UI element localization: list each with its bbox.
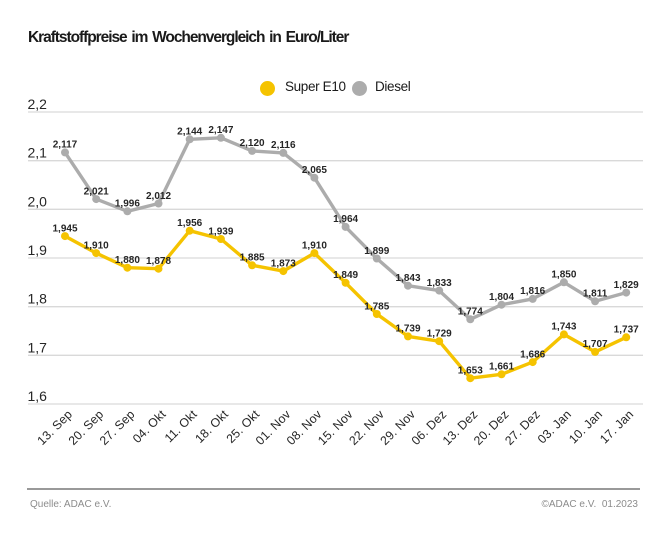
svg-text:2,120: 2,120	[240, 138, 265, 149]
svg-text:03. Jan: 03. Jan	[535, 407, 574, 446]
svg-text:1,885: 1,885	[240, 253, 265, 264]
svg-text:1,956: 1,956	[177, 218, 202, 229]
svg-text:1,707: 1,707	[583, 339, 608, 350]
svg-text:1,9: 1,9	[28, 242, 48, 258]
svg-text:10. Jan: 10. Jan	[566, 407, 605, 446]
svg-text:1,910: 1,910	[84, 240, 109, 251]
svg-text:1,785: 1,785	[364, 301, 389, 312]
svg-text:1,661: 1,661	[489, 362, 514, 373]
svg-text:1,816: 1,816	[520, 286, 545, 297]
svg-text:1,880: 1,880	[115, 255, 140, 266]
svg-text:1,774: 1,774	[458, 307, 483, 318]
svg-text:1,8: 1,8	[28, 291, 48, 307]
svg-text:1,873: 1,873	[271, 258, 296, 269]
svg-text:1,843: 1,843	[395, 273, 420, 284]
svg-text:2,0: 2,0	[28, 193, 48, 209]
svg-text:1,996: 1,996	[115, 199, 140, 210]
svg-text:2,021: 2,021	[84, 186, 109, 197]
svg-text:27. Dez: 27. Dez	[502, 407, 543, 448]
svg-text:04. Okt: 04. Okt	[130, 407, 169, 446]
svg-text:1,653: 1,653	[458, 366, 483, 377]
svg-text:2,065: 2,065	[302, 165, 327, 176]
svg-text:1,964: 1,964	[333, 214, 358, 225]
svg-text:1,945: 1,945	[52, 223, 77, 234]
svg-text:27. Sep: 27. Sep	[97, 407, 138, 448]
svg-text:1,910: 1,910	[302, 240, 327, 251]
svg-text:1,899: 1,899	[364, 246, 389, 257]
svg-text:1,729: 1,729	[427, 329, 452, 340]
svg-text:2,116: 2,116	[271, 140, 296, 151]
svg-text:1,878: 1,878	[146, 256, 171, 267]
svg-text:1,850: 1,850	[551, 270, 576, 281]
svg-text:2,147: 2,147	[208, 125, 233, 136]
svg-text:11. Okt: 11. Okt	[162, 407, 200, 445]
svg-text:2,144: 2,144	[177, 127, 202, 138]
svg-text:1,686: 1,686	[520, 349, 545, 360]
svg-text:1,743: 1,743	[551, 322, 576, 333]
svg-text:1,829: 1,829	[614, 280, 639, 291]
svg-text:1,7: 1,7	[28, 339, 48, 355]
svg-text:1,811: 1,811	[583, 289, 608, 300]
svg-text:18. Okt: 18. Okt	[192, 407, 231, 446]
svg-text:1,6: 1,6	[28, 388, 48, 404]
svg-text:1,739: 1,739	[395, 324, 420, 335]
svg-text:1,833: 1,833	[427, 278, 452, 289]
svg-text:2,2: 2,2	[28, 96, 48, 112]
svg-text:1,849: 1,849	[333, 270, 358, 281]
svg-text:1,804: 1,804	[489, 292, 514, 303]
svg-text:2,117: 2,117	[53, 140, 78, 151]
svg-text:1,737: 1,737	[614, 325, 639, 336]
svg-text:2,1: 2,1	[28, 145, 48, 161]
svg-text:17. Jan: 17. Jan	[597, 407, 636, 446]
svg-text:1,939: 1,939	[208, 226, 233, 237]
svg-text:2,012: 2,012	[146, 191, 171, 202]
